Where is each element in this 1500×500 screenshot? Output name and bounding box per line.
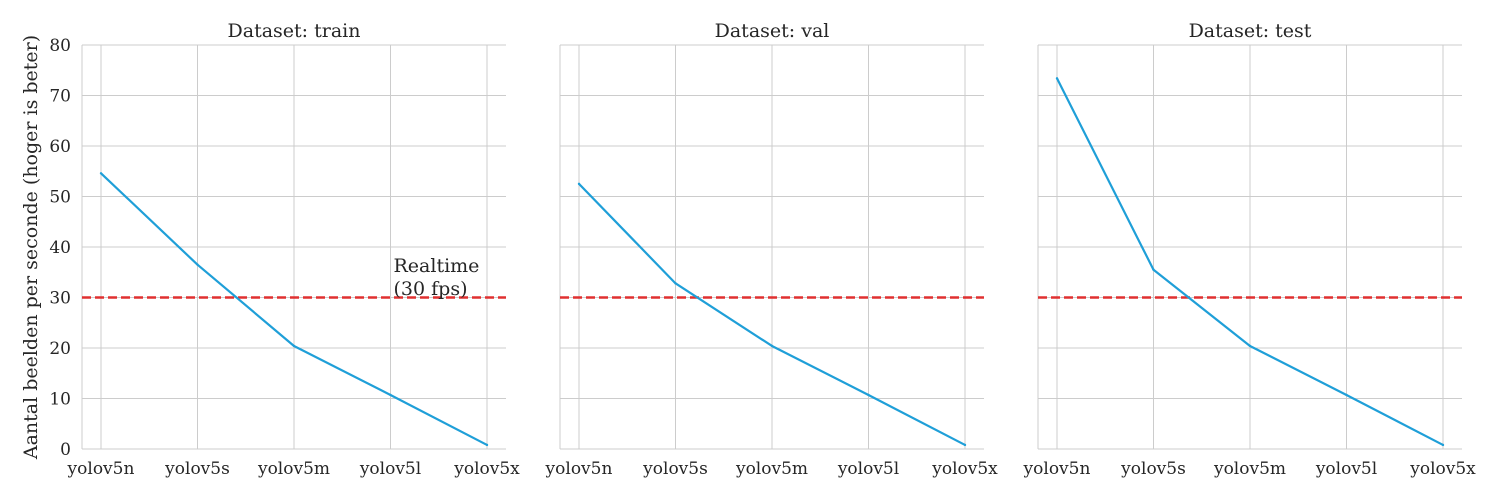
data-point: [1152, 268, 1155, 271]
data-point: [867, 393, 870, 397]
y-tick-label: 30: [49, 289, 71, 309]
x-tick-label: yolov5n: [1023, 459, 1091, 479]
data-point: [770, 344, 774, 348]
data-point: [292, 344, 296, 348]
x-tick-label: yolov5m: [257, 459, 330, 479]
data-point: [485, 443, 489, 447]
data-point: [1345, 393, 1348, 397]
panel-title: Dataset: train: [228, 20, 361, 42]
x-tick-label: yolov5n: [545, 459, 613, 479]
x-tick-label: yolov5n: [67, 459, 135, 479]
x-tick-label: yolov5m: [1213, 459, 1286, 479]
x-tick-label: yolov5l: [359, 459, 421, 479]
x-tick-label: yolov5l: [837, 459, 899, 479]
x-tick-label: yolov5l: [1315, 459, 1377, 479]
y-tick-label: 10: [49, 390, 71, 410]
data-point: [577, 182, 581, 186]
data-point: [1248, 344, 1252, 348]
reference-label: Realtime: [394, 255, 480, 277]
y-tick-label: 80: [49, 36, 71, 56]
y-tick-label: 60: [49, 137, 71, 157]
y-tick-label: 0: [60, 440, 71, 460]
x-tick-label: yolov5s: [164, 459, 230, 479]
data-point: [1441, 443, 1445, 447]
y-tick-label: 50: [49, 188, 71, 208]
x-tick-label: yolov5x: [1409, 459, 1476, 479]
x-tick-label: yolov5x: [453, 459, 520, 479]
y-axis-label: Aantal beelden per seconde (hoger is bet…: [20, 35, 42, 460]
y-tick-label: 70: [49, 87, 71, 107]
panel-title: Dataset: test: [1189, 20, 1312, 42]
x-tick-label: yolov5m: [735, 459, 808, 479]
x-tick-label: yolov5s: [642, 459, 708, 479]
data-point: [196, 263, 199, 266]
y-tick-label: 40: [49, 238, 71, 258]
x-tick-label: yolov5x: [931, 459, 998, 479]
x-tick-label: yolov5s: [1120, 459, 1186, 479]
data-point: [1055, 77, 1059, 80]
data-point: [389, 393, 392, 397]
y-tick-label: 20: [49, 339, 71, 359]
data-point: [963, 443, 967, 447]
data-point: [674, 282, 677, 285]
panel-title: Dataset: val: [715, 20, 830, 42]
data-point: [99, 172, 103, 175]
reference-label: (30 fps): [394, 278, 468, 300]
